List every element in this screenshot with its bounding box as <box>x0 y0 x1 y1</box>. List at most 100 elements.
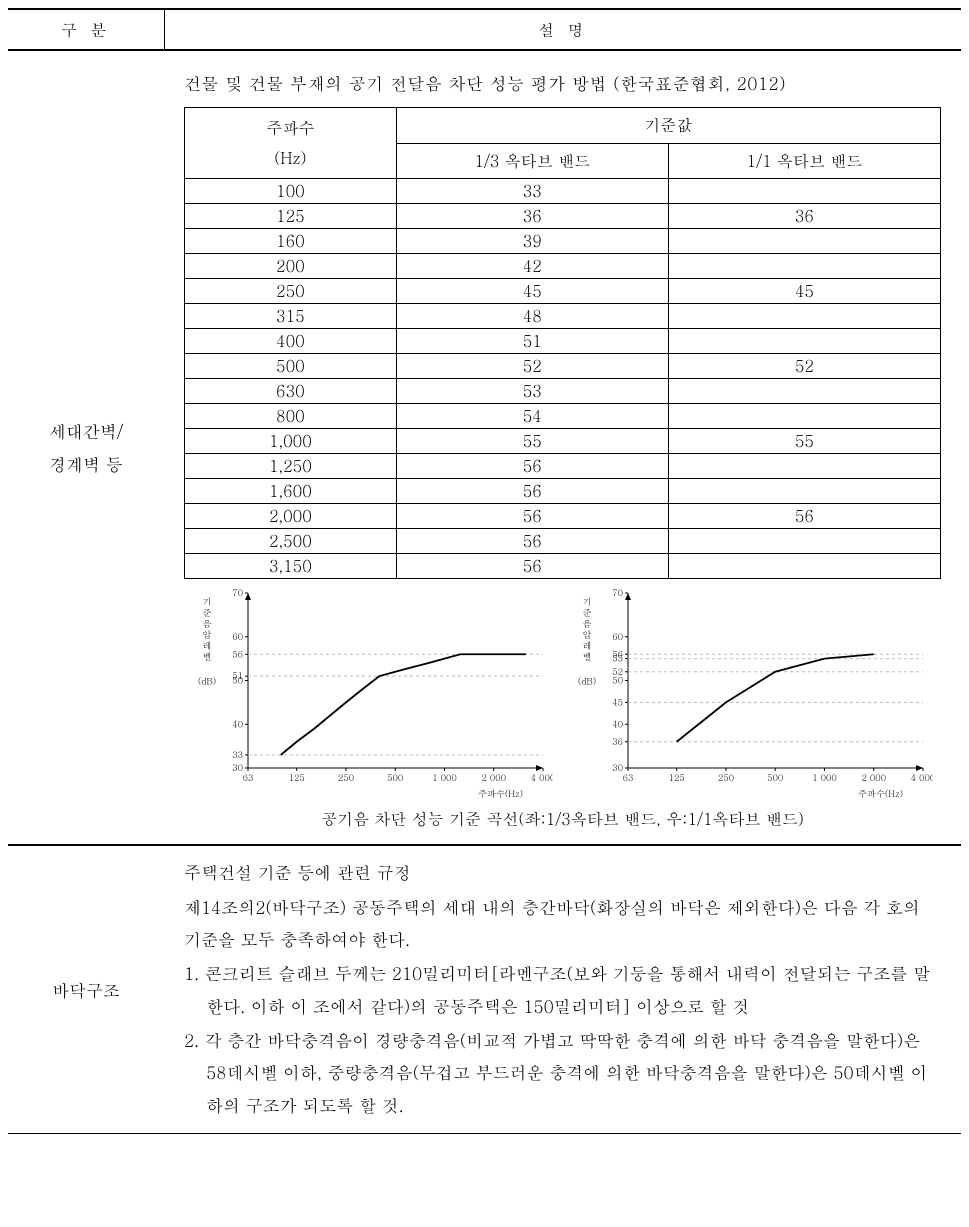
svg-text:56: 56 <box>612 647 623 660</box>
svg-text:60: 60 <box>232 630 243 643</box>
table-cell: 56 <box>396 454 668 479</box>
chart-left: 3033405051566070631252505001 0002 0004 0… <box>193 585 553 800</box>
table-row: 80054 <box>185 404 941 429</box>
table-cell: 53 <box>396 379 668 404</box>
svg-text:63: 63 <box>242 771 253 784</box>
table-row: 16039 <box>185 229 941 254</box>
header-col1: 구 분 <box>8 9 164 50</box>
table-cell: 125 <box>185 204 397 229</box>
row-wall: 세대간벽/ 경계벽 등 건물 및 건물 부재의 공기 전달음 차단 성능 평가 … <box>8 50 961 845</box>
table-cell <box>668 404 940 429</box>
table-cell <box>668 554 940 579</box>
table-cell <box>668 379 940 404</box>
svg-text:1 000: 1 000 <box>432 771 456 784</box>
table-cell: 55 <box>396 429 668 454</box>
svg-text:500: 500 <box>767 771 783 784</box>
svg-text:250: 250 <box>337 771 353 784</box>
frequency-table: 주파수 (Hz) 기준값 1/3 옥타브 밴드 1/1 옥타브 밴드 10033… <box>184 107 941 579</box>
table-cell: 45 <box>396 279 668 304</box>
freq-h-freq: 주파수 <box>266 116 314 139</box>
table-cell: 48 <box>396 304 668 329</box>
table-cell: 56 <box>396 479 668 504</box>
svg-text:60: 60 <box>612 630 623 643</box>
svg-text:51: 51 <box>232 669 243 682</box>
table-cell: 55 <box>668 429 940 454</box>
table-cell: 54 <box>396 404 668 429</box>
row-wall-label-1: 세대간벽/ <box>49 419 123 443</box>
table-cell: 3,150 <box>185 554 397 579</box>
row-wall-label: 세대간벽/ 경계벽 등 <box>8 50 164 845</box>
table-row: 1253636 <box>185 204 941 229</box>
table-cell <box>668 454 940 479</box>
svg-text:주파수(Hz): 주파수(Hz) <box>857 787 902 800</box>
table-cell: 2,500 <box>185 529 397 554</box>
svg-text:500: 500 <box>387 771 403 784</box>
svg-text:40: 40 <box>612 717 623 730</box>
table-cell <box>668 479 940 504</box>
table-row: 2504545 <box>185 279 941 304</box>
freq-h-full: 1/1 옥타브 밴드 <box>668 143 940 178</box>
freq-h-third: 1/3 옥타브 밴드 <box>396 143 668 178</box>
table-cell <box>668 529 940 554</box>
table-cell <box>668 179 940 204</box>
svg-text:33: 33 <box>232 748 243 761</box>
chart-caption: 공기음 차단 성능 기준 곡선(좌:1/3옥타브 밴드, 우:1/1옥타브 밴드… <box>184 804 941 834</box>
table-cell <box>668 304 940 329</box>
svg-text:30: 30 <box>232 761 243 774</box>
header-col2: 설 명 <box>164 9 961 50</box>
table-cell: 56 <box>668 504 940 529</box>
svg-text:2 000: 2 000 <box>481 771 505 784</box>
svg-text:36: 36 <box>612 735 623 748</box>
table-cell: 56 <box>396 554 668 579</box>
table-cell: 2,000 <box>185 504 397 529</box>
table-row: 2,50056 <box>185 529 941 554</box>
row-floor-content: 주택건설 기준 등에 관련 규정 제14조의2(바닥구조) 공동주택의 세대 내… <box>164 845 961 1133</box>
wall-caption: 건물 및 건물 부재의 공기 전달음 차단 성능 평가 방법 (한국표준협회, … <box>184 67 941 99</box>
svg-text:40: 40 <box>232 717 243 730</box>
floor-li2: 2. 각 층간 바닥충격음이 경량충격음(비교적 가볍고 딱딱한 충격에 의한 … <box>184 1024 941 1121</box>
svg-text:125: 125 <box>668 771 684 784</box>
table-cell: 1,600 <box>185 479 397 504</box>
table-cell: 39 <box>396 229 668 254</box>
svg-text:1 000: 1 000 <box>812 771 836 784</box>
svg-text:벨: 벨 <box>582 650 591 663</box>
table-row: 1,60056 <box>185 479 941 504</box>
table-cell: 1,250 <box>185 454 397 479</box>
table-row: 40051 <box>185 329 941 354</box>
svg-text:63: 63 <box>622 771 633 784</box>
chart-right: 30364045505255566070631252505001 0002 00… <box>573 585 933 800</box>
floor-p2: 제14조의2(바닥구조) 공동주택의 세대 내의 층간바닥(화장실의 바닥은 제… <box>184 891 941 956</box>
floor-p1: 주택건설 기준 등에 관련 규정 <box>184 856 941 888</box>
svg-text:70: 70 <box>612 586 623 599</box>
table-row: 1,25056 <box>185 454 941 479</box>
table-cell: 250 <box>185 279 397 304</box>
table-cell: 52 <box>396 354 668 379</box>
table-cell: 100 <box>185 179 397 204</box>
svg-text:125: 125 <box>288 771 304 784</box>
table-cell: 56 <box>396 529 668 554</box>
table-row: 3,15056 <box>185 554 941 579</box>
row-floor: 바닥구조 주택건설 기준 등에 관련 규정 제14조의2(바닥구조) 공동주택의… <box>8 845 961 1133</box>
svg-text:(dB): (dB) <box>577 675 595 688</box>
table-cell: 33 <box>396 179 668 204</box>
svg-text:70: 70 <box>232 586 243 599</box>
table-row: 5005252 <box>185 354 941 379</box>
svg-text:(dB): (dB) <box>197 675 215 688</box>
floor-li1: 1. 콘크리트 슬래브 두께는 210밀리미터[라멘구조(보와 기둥을 통해서 … <box>184 957 941 1022</box>
table-cell: 56 <box>396 504 668 529</box>
svg-text:45: 45 <box>612 695 623 708</box>
table-row: 31548 <box>185 304 941 329</box>
freq-h-ref: 기준값 <box>396 108 940 143</box>
table-cell: 45 <box>668 279 940 304</box>
table-cell: 800 <box>185 404 397 429</box>
table-cell: 630 <box>185 379 397 404</box>
svg-text:250: 250 <box>717 771 733 784</box>
table-cell: 315 <box>185 304 397 329</box>
table-cell: 500 <box>185 354 397 379</box>
freq-h-unit: (Hz) <box>274 146 306 169</box>
row-floor-label: 바닥구조 <box>8 845 164 1133</box>
table-cell: 42 <box>396 254 668 279</box>
svg-text:30: 30 <box>612 761 623 774</box>
table-cell <box>668 229 940 254</box>
svg-text:주파수(Hz): 주파수(Hz) <box>477 787 522 800</box>
